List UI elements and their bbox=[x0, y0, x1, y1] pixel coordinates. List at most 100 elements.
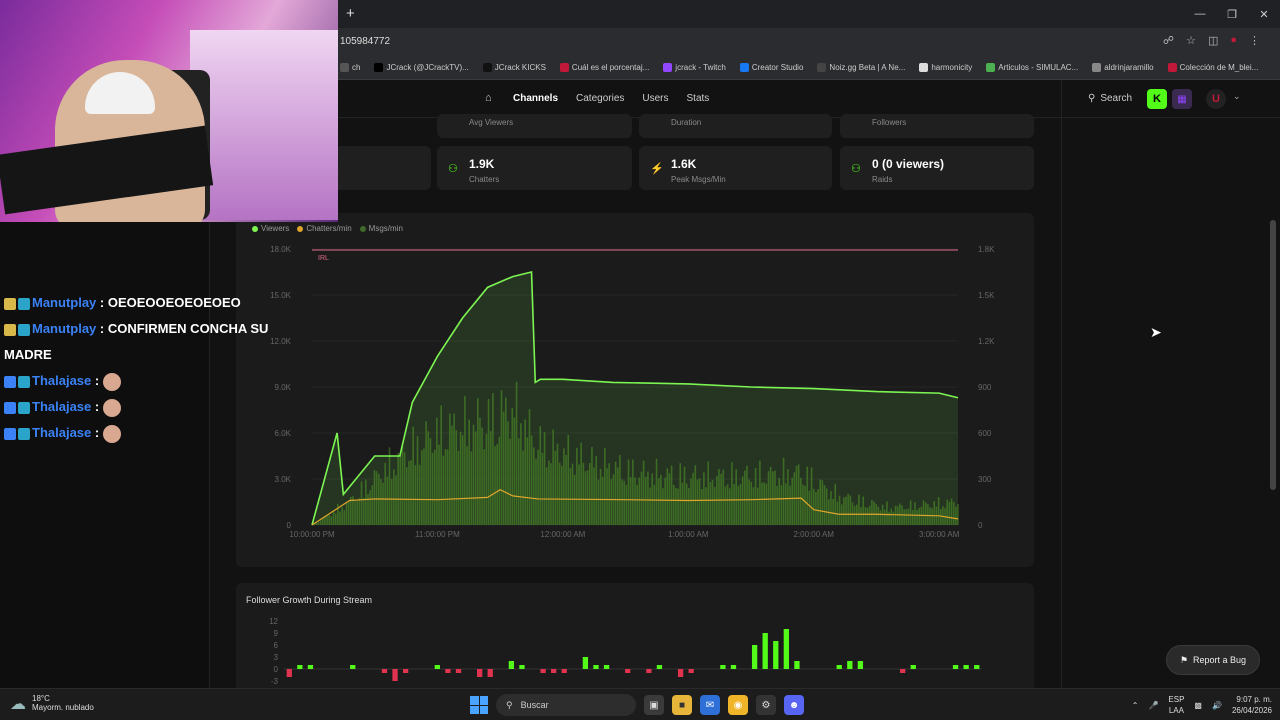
y-left-tick: 0 bbox=[287, 521, 292, 530]
chat-username: Thalajase bbox=[32, 399, 95, 414]
bookmark-item[interactable]: Articulos - SIMULAC... bbox=[986, 63, 1078, 72]
follower-bar bbox=[350, 665, 356, 669]
follower-bar bbox=[720, 665, 726, 669]
bookmark-item[interactable]: ch bbox=[340, 63, 360, 72]
report-bug-button[interactable]: ⚑ Report a Bug bbox=[1166, 645, 1260, 675]
y-left-tick: 12.0K bbox=[270, 337, 292, 346]
stat-card-chatters: ⚇ 1.9K Chatters bbox=[437, 146, 632, 190]
language-indicator[interactable]: ESP LAA bbox=[1168, 694, 1184, 716]
chat-text: : bbox=[94, 425, 100, 440]
users-icon: ⚇ bbox=[448, 163, 458, 175]
bookmark-icon bbox=[919, 63, 929, 72]
badge-icon bbox=[4, 427, 16, 440]
weather-desc: Mayorm. nublado bbox=[32, 703, 94, 712]
nav-stats[interactable]: Stats bbox=[686, 93, 710, 104]
bookmark-label: ch bbox=[352, 63, 361, 72]
chrome-icon[interactable]: ◉ bbox=[728, 695, 748, 715]
translate-icon[interactable]: ☍ bbox=[1162, 35, 1175, 47]
mail-icon[interactable]: ✉ bbox=[700, 695, 720, 715]
bookmark-item[interactable]: aldrinjaramillo bbox=[1092, 63, 1154, 72]
legend-item[interactable]: Chatters/min bbox=[297, 224, 352, 233]
volume-icon[interactable]: 🔊 bbox=[1211, 700, 1222, 710]
taskbar-search[interactable]: ⚲ Buscar bbox=[496, 694, 636, 716]
follower-bar bbox=[434, 665, 440, 669]
star-icon[interactable]: ☆ bbox=[1186, 35, 1196, 47]
url-text[interactable]: 105984772 bbox=[340, 36, 391, 47]
follower-bar bbox=[445, 669, 451, 673]
app-icon[interactable]: ⚙ bbox=[756, 695, 776, 715]
legend-item[interactable]: Msgs/min bbox=[359, 224, 403, 233]
folder-icon[interactable]: ■ bbox=[672, 695, 692, 715]
extensions-icon[interactable]: ◫ bbox=[1207, 35, 1219, 47]
x-tick: 2:00:00 AM bbox=[794, 530, 835, 539]
follower-bar bbox=[593, 665, 599, 669]
chat-text: : OEOEOOEOEOEOEO bbox=[99, 295, 241, 310]
minimize-icon[interactable]: — bbox=[1194, 8, 1206, 20]
follower-bar bbox=[392, 669, 398, 681]
stat-value: 0 (0 viewers) bbox=[872, 157, 945, 171]
bookmark-item[interactable]: Noiz.gg Beta | A Ne... bbox=[817, 63, 905, 72]
follower-bar bbox=[773, 641, 779, 669]
clock-time: 9:07 p. m. bbox=[1236, 695, 1272, 704]
stat-label: Chatters bbox=[469, 175, 500, 184]
twitch-icon[interactable]: ▦ bbox=[1172, 89, 1192, 109]
avatar[interactable]: U bbox=[1206, 89, 1226, 109]
follower-bar bbox=[582, 657, 589, 669]
discord-icon[interactable]: ☻ bbox=[784, 695, 804, 715]
follower-bar bbox=[677, 669, 684, 677]
y-left-tick: 3.0K bbox=[275, 475, 292, 484]
follower-bar bbox=[836, 665, 842, 669]
bookmark-item[interactable]: Cuál es el porcentaj... bbox=[559, 63, 650, 72]
nav-users[interactable]: Users bbox=[642, 93, 669, 104]
chevron-down-icon[interactable]: ⌄ bbox=[1233, 91, 1241, 101]
nav-categories[interactable]: Categories bbox=[576, 93, 625, 104]
maximize-icon[interactable]: ❐ bbox=[1227, 8, 1237, 21]
bookmark-label: harmonicity bbox=[931, 63, 973, 72]
bookmark-item[interactable]: jcrack - Twitch bbox=[663, 63, 726, 72]
y-left-tick: 18.0K bbox=[270, 245, 292, 254]
y-right-tick: 900 bbox=[978, 383, 992, 392]
legend-label: Chatters/min bbox=[306, 224, 352, 233]
legend-item[interactable]: Viewers bbox=[252, 224, 289, 233]
profile-icon[interactable]: ● bbox=[1230, 34, 1237, 46]
follower-bar bbox=[751, 645, 758, 669]
kick-icon[interactable]: K bbox=[1147, 89, 1167, 109]
network-icon[interactable]: ▩ bbox=[1194, 700, 1202, 710]
bookmark-icon bbox=[817, 63, 827, 72]
weather-widget[interactable]: ☁ 18°C Mayorm. nublado bbox=[10, 694, 94, 714]
badge-icon bbox=[18, 323, 30, 336]
lang-secondary: LAA bbox=[1168, 706, 1184, 715]
mouse-cursor-icon: ➤ bbox=[1150, 324, 1162, 340]
bookmark-label: Cuál es el porcentaj... bbox=[571, 63, 650, 72]
search-label: Search bbox=[1100, 93, 1133, 104]
bookmark-item[interactable]: Creator Studio bbox=[739, 63, 804, 72]
follower-y-tick: 9 bbox=[274, 629, 279, 638]
close-icon[interactable]: ✕ bbox=[1259, 8, 1269, 21]
chevron-up-icon[interactable]: ⌃ bbox=[1131, 700, 1139, 710]
windows-start-icon[interactable] bbox=[470, 696, 488, 714]
clock[interactable]: 9:07 p. m. 26/04/2026 bbox=[1232, 694, 1272, 716]
home-icon[interactable]: ⌂ bbox=[485, 92, 492, 104]
chatters-line bbox=[311, 489, 959, 526]
search-button[interactable]: ⚲ Search bbox=[1088, 93, 1132, 104]
stat-card-avg-viewers: Avg Viewers bbox=[437, 114, 632, 138]
bookmark-item[interactable]: harmonicity bbox=[919, 63, 972, 72]
top-nav: ⌂ Channels Categories Users Stats ⚲ Sear… bbox=[210, 80, 1280, 118]
bookmark-item[interactable]: JCrack (@JCrackTV)... bbox=[374, 63, 469, 72]
mic-icon[interactable]: 🎤 bbox=[1148, 700, 1159, 710]
stat-value: 1.6K bbox=[671, 157, 697, 171]
bookmark-item[interactable]: Colección de M_blei... bbox=[1167, 63, 1258, 72]
bookmark-label: Creator Studio bbox=[751, 63, 804, 72]
new-tab-button[interactable]: + bbox=[346, 5, 355, 22]
megaphone-icon: ⚑ bbox=[1179, 654, 1189, 665]
bookmark-item[interactable]: JCrack KICKS bbox=[482, 63, 546, 72]
emote-icon bbox=[103, 398, 122, 417]
task-view-icon[interactable]: ▣ bbox=[644, 695, 664, 715]
bookmark-label: Articulos - SIMULAC... bbox=[998, 63, 1079, 72]
nav-channels[interactable]: Channels bbox=[513, 93, 559, 104]
badge-icon bbox=[4, 323, 16, 336]
scrollbar[interactable] bbox=[1270, 220, 1276, 490]
menu-icon[interactable]: ⋮ bbox=[1249, 35, 1260, 47]
follower-bar bbox=[847, 661, 853, 669]
y-right-tick: 0 bbox=[978, 521, 983, 530]
